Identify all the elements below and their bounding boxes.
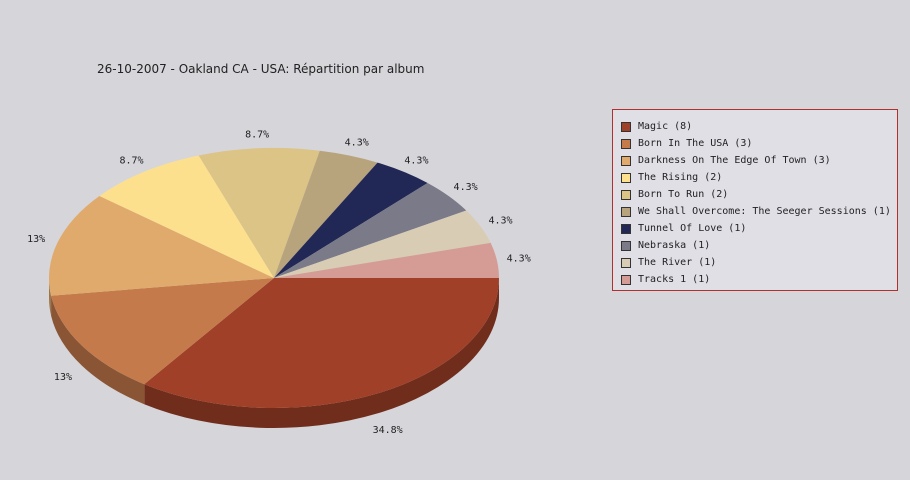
- pie-slice-0: [144, 278, 499, 408]
- legend-item-0: Magic (8): [621, 118, 897, 135]
- legend-item-5: We Shall Overcome: The Seeger Sessions (…: [621, 203, 897, 220]
- legend-item-4: Born To Run (2): [621, 186, 897, 203]
- legend-item-6: Tunnel Of Love (1): [621, 220, 897, 237]
- legend-swatch: [621, 155, 631, 166]
- legend-swatch: [621, 189, 631, 200]
- pie-percent-label-3: 8.7%: [120, 155, 144, 166]
- legend-label: Nebraska (1): [638, 240, 711, 251]
- legend-swatch: [621, 223, 631, 234]
- pie-labels: 34.8% 13% 13% 8.7% 8.7% 4.3% 4.3% 4.3% 4.3% 4.3%: [27, 129, 531, 436]
- pie-slice-1: [51, 278, 275, 385]
- pie-slice-side-1: [51, 295, 145, 405]
- pie-slice-8: [274, 210, 491, 278]
- pie-slice-2: [49, 195, 274, 296]
- pie-percent-label-5: 4.3%: [345, 137, 369, 148]
- legend-swatch: [621, 274, 631, 285]
- legend-label: Magic (8): [638, 121, 693, 132]
- legend-item-8: The River (1): [621, 254, 897, 271]
- pie-percent-label-9: 4.3%: [507, 253, 531, 264]
- legend-swatch: [621, 172, 631, 183]
- pie-percent-label-2: 13%: [27, 234, 45, 245]
- pie-slice-7: [274, 182, 467, 278]
- legend-item-3: The Rising (2): [621, 169, 897, 186]
- pie-percent-label-7: 4.3%: [454, 182, 478, 193]
- legend-swatch: [621, 257, 631, 268]
- legend-label: Born In The USA (3): [638, 138, 753, 149]
- legend-label: Tunnel Of Love (1): [638, 223, 747, 234]
- legend-item-7: Nebraska (1): [621, 237, 897, 254]
- pie-percent-label-0: 34.8%: [373, 425, 403, 436]
- legend-label: The Rising (2): [638, 172, 723, 183]
- pie-slice-6: [274, 162, 428, 278]
- legend-swatch: [621, 240, 631, 251]
- pie-sides: [49, 278, 499, 428]
- legend-item-9: Tracks 1 (1): [621, 271, 897, 288]
- pie-percent-label-4: 8.7%: [245, 129, 269, 140]
- legend: Magic (8) Born In The USA (3) Darkness On …: [612, 109, 898, 291]
- pie-slice-5: [274, 150, 378, 278]
- legend-label: Born To Run (2): [638, 189, 729, 200]
- legend-swatch: [621, 138, 631, 149]
- pie-slices: [49, 148, 499, 408]
- legend-swatch: [621, 121, 631, 132]
- pie-slice-side-0: [144, 278, 499, 428]
- pie-percent-label-1: 13%: [54, 372, 72, 383]
- pie-percent-label-8: 4.3%: [489, 216, 513, 227]
- legend-label: Tracks 1 (1): [638, 274, 711, 285]
- legend-item-1: Born In The USA (3): [621, 135, 897, 152]
- pie-slice-9: [274, 242, 499, 278]
- legend-label: Darkness On The Edge Of Town (3): [638, 155, 831, 166]
- pie-slice-3: [99, 155, 274, 278]
- legend-label: The River (1): [638, 257, 717, 268]
- pie-percent-label-6: 4.3%: [404, 155, 428, 166]
- chart-title: 26-10-2007 - Oakland CA - USA: Répartiti…: [97, 62, 425, 76]
- legend-label: We Shall Overcome: The Seeger Sessions (…: [638, 206, 891, 217]
- legend-item-2: Darkness On The Edge Of Town (3): [621, 152, 897, 169]
- pie-slice-side-2: [49, 278, 52, 316]
- legend-swatch: [621, 206, 631, 217]
- pie-slice-4: [198, 148, 320, 278]
